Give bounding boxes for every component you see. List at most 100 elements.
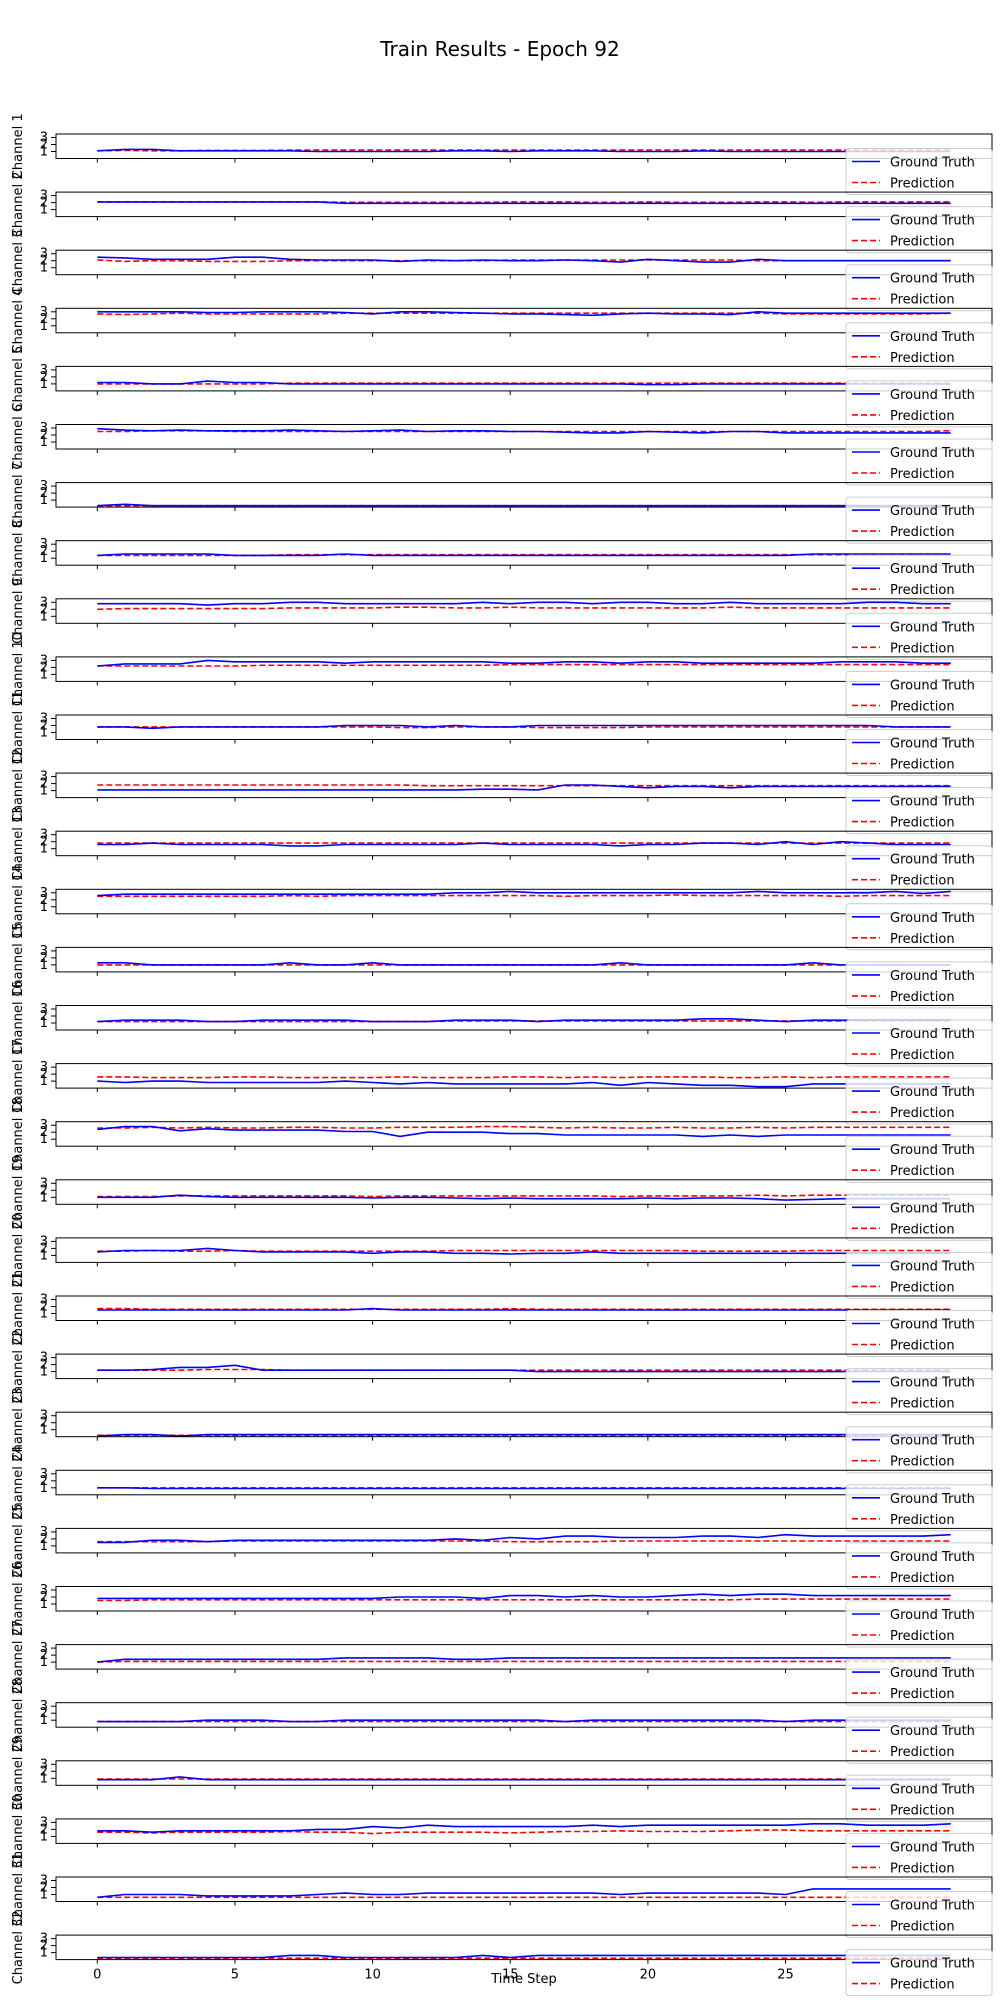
subplot-panel: Channel 6 123 Ground Truth Prediction — [11, 404, 993, 486]
y-tick-label: 1 — [40, 1190, 48, 1205]
prediction-line — [97, 663, 951, 667]
legend-box — [845, 1832, 993, 1880]
prediction-line — [97, 726, 951, 729]
y-tick-label: 1 — [40, 1365, 48, 1380]
x-tick-label: 10 — [364, 1968, 381, 1983]
ground-truth-line — [97, 1954, 951, 1959]
subplot-panel: Channel 10 123 Ground Truth Prediction — [11, 632, 993, 718]
y-tick-label: 1 — [40, 1888, 48, 1903]
legend-label-prediction: Prediction — [890, 1222, 955, 1237]
ground-truth-line — [97, 310, 951, 317]
axes-frame — [55, 714, 993, 740]
y-axis-label: Channel 10 — [11, 632, 26, 706]
y-tick-label: 1 — [40, 377, 48, 392]
legend-label-ground-truth: Ground Truth — [890, 1957, 975, 1972]
y-tick-label: 3 — [40, 1409, 48, 1424]
legend-label-ground-truth: Ground Truth — [890, 1608, 975, 1623]
subplot-panel: Channel 24 123 Ground Truth Prediction — [11, 1446, 993, 1532]
legend-label-prediction: Prediction — [890, 1513, 955, 1528]
y-tick-label: 3 — [40, 1932, 48, 1947]
axes-frame — [55, 1063, 993, 1089]
legend: Ground Truth Prediction — [845, 1251, 993, 1299]
ground-truth-line — [97, 148, 951, 153]
y-tick-label: 2 — [40, 1822, 48, 1837]
axes-frame — [55, 424, 993, 450]
legend: Ground Truth Prediction — [845, 903, 993, 951]
axes-frame — [55, 1644, 993, 1670]
y-tick-label: 1 — [40, 1655, 48, 1670]
y-tick-label: 3 — [40, 1525, 48, 1540]
y-tick-label: 3 — [40, 189, 48, 204]
legend-label-prediction: Prediction — [890, 525, 955, 540]
legend: Ground Truth Prediction — [845, 380, 993, 428]
legend: Ground Truth Prediction — [845, 845, 993, 893]
y-tick-label: 1 — [40, 609, 48, 624]
legend-label-prediction: Prediction — [890, 1687, 955, 1702]
legend-label-ground-truth: Ground Truth — [890, 1259, 975, 1274]
axes-frame — [55, 1760, 993, 1786]
ground-truth-line — [97, 601, 951, 606]
ground-truth-line — [97, 380, 951, 386]
legend: Ground Truth Prediction — [845, 1019, 993, 1067]
y-tick-label: 2 — [40, 370, 48, 385]
legend-box — [845, 787, 993, 835]
legend-box — [845, 148, 993, 195]
ground-truth-line — [97, 1307, 951, 1311]
subplot-panel: Channel 7 123 Ground Truth Prediction — [11, 462, 993, 544]
y-tick-label: 1 — [40, 958, 48, 973]
axes-frame — [55, 946, 993, 973]
legend-label-ground-truth: Ground Truth — [890, 853, 975, 868]
legend-label-prediction: Prediction — [890, 932, 955, 947]
subplot-panel: Channel 14 123 Ground Truth Prediction — [11, 865, 993, 951]
legend-label-ground-truth: Ground Truth — [890, 1782, 975, 1797]
legend-label-ground-truth: Ground Truth — [890, 1143, 975, 1158]
y-tick-label: 3 — [40, 1874, 48, 1889]
legend-label-ground-truth: Ground Truth — [890, 737, 975, 752]
legend: Ground Truth Prediction — [845, 1774, 993, 1822]
y-tick-label: 1 — [40, 203, 48, 218]
y-axis-label: Channel 18 — [11, 1097, 26, 1171]
y-tick-label: 2 — [40, 777, 48, 792]
legend-label-prediction: Prediction — [890, 874, 955, 889]
y-tick-label: 1 — [40, 1423, 48, 1438]
legend-box — [845, 1658, 993, 1706]
y-tick-label: 1 — [40, 1946, 48, 1961]
legend-box — [845, 1019, 993, 1067]
legend-label-ground-truth: Ground Truth — [890, 562, 975, 577]
legend-label-prediction: Prediction — [890, 699, 955, 714]
axes-frame — [55, 249, 993, 276]
legend: Ground Truth Prediction — [845, 1716, 993, 1764]
axes-frame — [55, 1295, 993, 1321]
legend-label-ground-truth: Ground Truth — [890, 1666, 975, 1681]
ground-truth-line — [97, 201, 951, 205]
legend-label-ground-truth: Ground Truth — [890, 620, 975, 635]
y-axis-label: Channel 22 — [11, 1329, 26, 1403]
legend-label-ground-truth: Ground Truth — [890, 446, 975, 461]
legend-label-ground-truth: Ground Truth — [890, 1376, 975, 1391]
y-tick-label: 1 — [40, 1539, 48, 1554]
y-tick-label: 1 — [40, 1132, 48, 1147]
legend-label-ground-truth: Ground Truth — [890, 272, 975, 287]
legend-label-prediction: Prediction — [890, 1455, 955, 1470]
legend-label-ground-truth: Ground Truth — [890, 388, 975, 403]
legend: Ground Truth Prediction — [845, 1135, 993, 1183]
y-axis-label: Channel 8 — [11, 520, 26, 586]
axes-frame — [55, 307, 993, 334]
ground-truth-line — [97, 1194, 951, 1201]
prediction-line — [97, 149, 951, 152]
y-tick-label: 3 — [40, 653, 48, 668]
y-axis-label: Channel 17 — [11, 1039, 26, 1113]
legend-label-ground-truth: Ground Truth — [890, 1318, 975, 1333]
y-tick-label: 1 — [40, 493, 48, 508]
legend-label-prediction: Prediction — [890, 1164, 955, 1179]
legend-label-prediction: Prediction — [890, 1803, 955, 1818]
y-tick-label: 3 — [40, 1060, 48, 1075]
y-tick-label: 2 — [40, 544, 48, 559]
legend-label-prediction: Prediction — [890, 293, 955, 308]
y-tick-label: 3 — [40, 828, 48, 843]
y-axis-label: Channel 3 — [11, 230, 26, 296]
subplot-panel: Channel 29 123 Ground Truth Prediction — [11, 1736, 993, 1822]
y-axis-label: Channel 31 — [11, 1852, 26, 1926]
prediction-line — [97, 1249, 951, 1252]
y-tick-label: 2 — [40, 660, 48, 675]
